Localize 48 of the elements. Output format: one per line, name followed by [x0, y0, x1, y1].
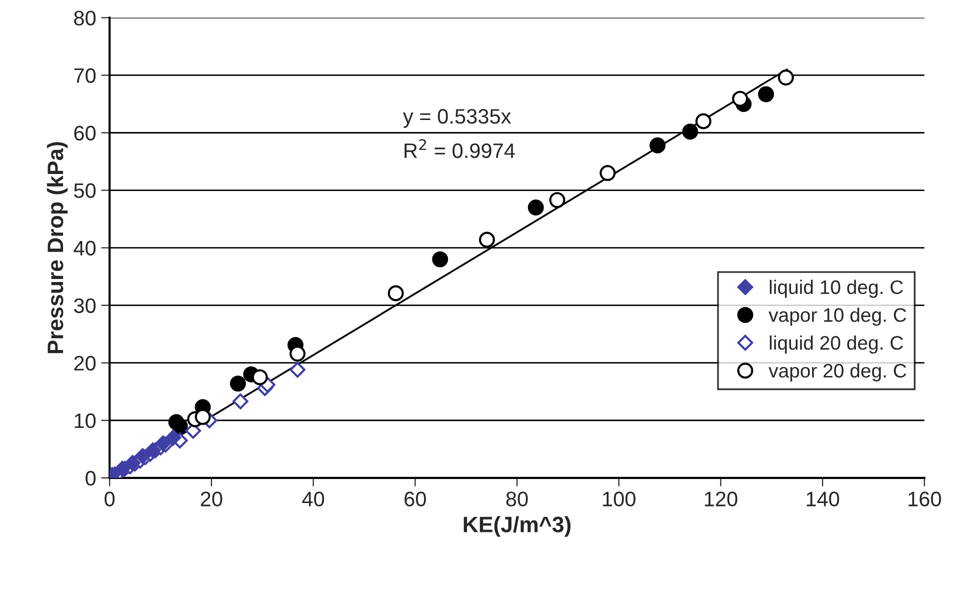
point	[172, 418, 188, 434]
point	[528, 200, 544, 216]
point	[165, 430, 182, 446]
point	[732, 90, 748, 107]
y-tick-label: 30	[74, 298, 96, 314]
point	[144, 442, 161, 458]
x-tick-label: 60	[404, 492, 426, 506]
legend-label: liquid 20 deg. C	[770, 335, 903, 354]
point	[682, 124, 698, 140]
y-tick-label: 20	[74, 356, 96, 371]
y-axis-title: Pressure Drop (kPa)	[46, 142, 68, 354]
point	[549, 192, 566, 208]
point	[695, 113, 712, 130]
y-tick-label: 70	[74, 68, 96, 83]
point	[290, 346, 306, 362]
y-tick-label: 40	[74, 240, 96, 256]
point	[252, 369, 268, 386]
point	[155, 435, 171, 452]
legend-label: liquid 10 deg. C	[770, 280, 903, 298]
point	[134, 448, 151, 464]
x-tick-label: 80	[506, 492, 528, 506]
point	[758, 86, 774, 102]
point	[232, 393, 248, 410]
point	[230, 376, 246, 392]
y-tick-label: 80	[74, 10, 96, 26]
point	[432, 251, 448, 268]
x-axis-title: KE(J/m^3)	[464, 516, 571, 537]
x-tick-label: 160	[908, 492, 941, 506]
y-tick-label: 0	[86, 470, 96, 486]
x-tick-label: 100	[603, 492, 636, 506]
legend-label: vapor 20 deg. C	[768, 363, 906, 382]
x-tick-label: 0	[104, 492, 115, 506]
annotation: R$^{2}$ = 0.9974	[404, 139, 515, 158]
annotation: y = 0.5335x	[402, 109, 511, 128]
x-tick-label: 40	[302, 492, 324, 506]
y-tick-label: 50	[74, 183, 96, 198]
point	[650, 137, 666, 154]
point	[388, 285, 404, 302]
legend-label: vapor 10 deg. C	[768, 308, 906, 326]
point	[778, 70, 794, 86]
point	[600, 165, 616, 182]
y-tick-label: 60	[74, 126, 96, 141]
x-tick-label: 20	[200, 492, 222, 506]
point	[478, 232, 495, 248]
y-tick-label: 10	[74, 413, 96, 428]
x-tick-label: 120	[704, 492, 738, 506]
x-tick-label: 140	[806, 492, 840, 506]
point	[290, 362, 306, 378]
